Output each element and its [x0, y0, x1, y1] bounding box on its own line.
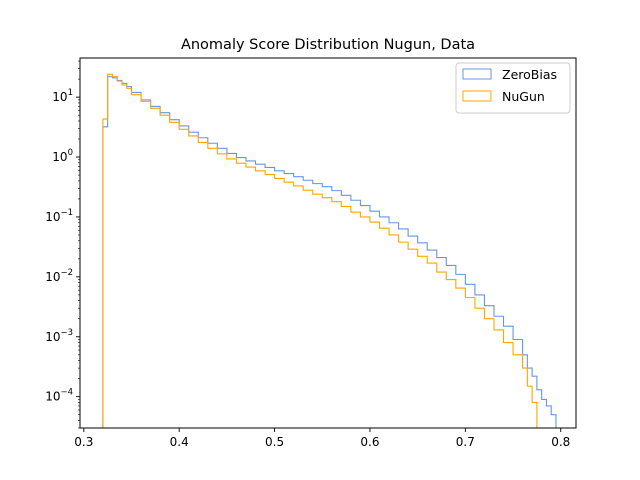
y-tick-label: 10−1	[45, 208, 73, 224]
x-tick-label: 0.4	[170, 435, 189, 449]
legend: ZeroBias NuGun	[455, 62, 571, 114]
legend-swatch-zerobias	[462, 68, 492, 80]
series-nugun-line	[102, 73, 547, 429]
x-axis: 0.3 0.4 0.5 0.6 0.7 0.8	[74, 428, 570, 449]
axes-frame	[79, 57, 577, 429]
y-axis: 10−4 10−3 10−2 10−1 100 101	[45, 60, 80, 429]
legend-label-zerobias: ZeroBias	[502, 67, 557, 82]
x-tick-label: 0.3	[74, 435, 93, 449]
y-tick-label: 10−4	[45, 388, 73, 404]
x-tick-label: 0.7	[456, 435, 475, 449]
y-tick-label: 100	[52, 148, 73, 164]
chart-title: Anomaly Score Distribution Nugun, Data	[181, 37, 475, 53]
x-tick-label: 0.6	[360, 435, 379, 449]
y-tick-label: 10−3	[45, 328, 73, 344]
y-tick-label: 101	[52, 88, 73, 104]
x-tick-label: 0.8	[551, 435, 570, 449]
legend-label-nugun: NuGun	[502, 89, 545, 104]
plot-marks	[102, 73, 557, 429]
x-tick-label: 0.5	[265, 435, 284, 449]
y-tick-label: 10−2	[45, 268, 73, 284]
series-zerobias-line	[102, 76, 557, 428]
legend-swatch-nugun	[462, 90, 492, 102]
